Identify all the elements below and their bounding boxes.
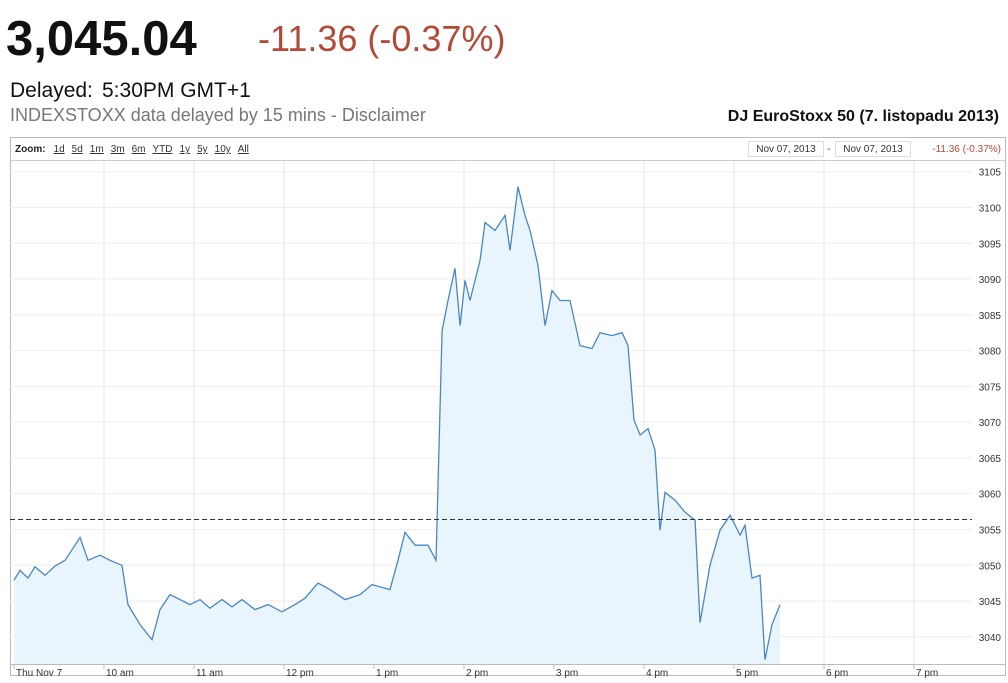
area-fill	[14, 186, 780, 665]
y-tick-label: 3100	[979, 204, 1002, 215]
zoom-label: Zoom:	[15, 144, 46, 155]
range-to[interactable]: Nov 07, 2013	[843, 144, 903, 155]
x-tick-label: 11 am	[196, 668, 223, 679]
y-tick-label: 3065	[979, 454, 1002, 465]
x-tick-label: 12 pm	[286, 668, 314, 679]
y-tick-label: 3075	[979, 382, 1002, 393]
zoom-option[interactable]: YTD	[153, 144, 173, 155]
y-tick-label: 3090	[979, 275, 1002, 286]
x-tick-label: 1 pm	[376, 668, 398, 679]
y-tick-label: 3095	[979, 239, 1002, 250]
zoom-option[interactable]: All	[238, 144, 249, 155]
y-tick-label: 3055	[979, 525, 1002, 536]
y-tick-label: 3040	[979, 633, 1002, 644]
zoom-option[interactable]: 1y	[180, 144, 191, 155]
x-tick-label: 2 pm	[466, 668, 488, 679]
zoom-option[interactable]: 6m	[132, 144, 146, 155]
price-line	[13, 186, 781, 660]
y-tick-label: 3105	[979, 168, 1002, 179]
chart-name: DJ EuroStoxx 50 (7. listopadu 2013)	[728, 108, 999, 125]
x-tick-label: Thu Nov 7	[16, 668, 63, 679]
range-box	[748, 141, 824, 157]
delayed-label: Delayed:	[10, 79, 93, 102]
x-tick-label: 10 am	[106, 668, 134, 679]
zoom-option[interactable]: 3m	[111, 144, 125, 155]
range-separator: -	[827, 144, 830, 155]
x-tick-label: 6 pm	[826, 668, 848, 679]
y-tick-label: 3050	[979, 561, 1002, 572]
zoom-option[interactable]: 5y	[197, 144, 208, 155]
y-tick-label: 3060	[979, 490, 1002, 501]
x-tick-label: 7 pm	[916, 668, 938, 679]
x-tick-label: 4 pm	[646, 668, 668, 679]
zoom-option[interactable]: 10y	[215, 144, 231, 155]
y-tick-label: 3080	[979, 347, 1002, 358]
y-tick-label: 3070	[979, 418, 1002, 429]
zoom-option[interactable]: 1d	[54, 144, 65, 155]
price-change: -11.36 (-0.37%)	[258, 18, 505, 59]
x-tick-label: 5 pm	[736, 668, 758, 679]
delayed-time: 5:30PM GMT+1	[102, 79, 251, 102]
zoom-option[interactable]: 5d	[72, 144, 83, 155]
disclaimer[interactable]: INDEXSTOXX data delayed by 15 mins - Dis…	[10, 105, 426, 125]
y-tick-label: 3085	[979, 311, 1002, 322]
x-tick-label: 3 pm	[556, 668, 578, 679]
range-change: -11.36 (-0.37%)	[932, 144, 1001, 155]
y-tick-label: 3045	[979, 597, 1002, 608]
price: 3,045.04	[6, 12, 197, 66]
range-box	[835, 141, 911, 157]
range-from[interactable]: Nov 07, 2013	[756, 144, 816, 155]
zoom-option[interactable]: 1m	[90, 144, 104, 155]
